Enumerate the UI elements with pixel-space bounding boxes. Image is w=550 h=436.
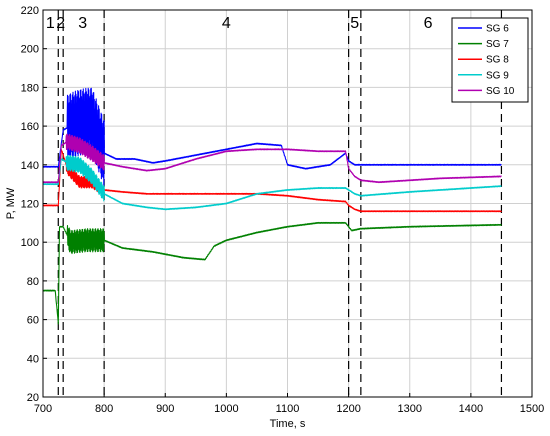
phase-label: 6 <box>424 15 433 32</box>
legend: SG 6 SG 7 SG 8 SG 9 SG 10 <box>451 17 529 103</box>
legend-entry: SG 8 <box>486 55 509 66</box>
x-tick-label: 1200 <box>336 403 360 415</box>
x-tick-label: 1000 <box>214 403 238 415</box>
y-tick-label: 100 <box>21 237 39 249</box>
x-tick-label: 1500 <box>520 403 544 415</box>
legend-entry: SG 7 <box>486 39 509 50</box>
series-line-sg9 <box>42 154 502 211</box>
x-tick-label: 800 <box>95 403 113 415</box>
x-tick-label: 900 <box>156 403 174 415</box>
grid <box>42 9 533 398</box>
series-line-sg8 <box>42 148 502 213</box>
x-tick-label: 1100 <box>276 403 300 415</box>
y-tick-label: 220 <box>21 5 39 17</box>
x-tick-label: 700 <box>34 403 52 415</box>
series-line-sg6 <box>42 87 502 186</box>
y-tick-label: 20 <box>27 392 39 404</box>
legend-box <box>451 17 529 103</box>
x-axis-label: Time, s <box>270 418 306 430</box>
y-tick-label: 60 <box>27 315 39 327</box>
y-axis-ticks: 20 40 60 80 100 120 140 160 180 200 220 <box>21 5 47 404</box>
y-tick-label: 120 <box>21 199 39 211</box>
y-tick-label: 40 <box>27 353 39 365</box>
y-axis-label: P, MW <box>5 187 17 219</box>
legend-entry: SG 9 <box>486 70 509 81</box>
x-tick-label: 1400 <box>459 403 483 415</box>
y-tick-label: 180 <box>21 82 39 94</box>
phase-label: 5 <box>350 15 359 32</box>
y-tick-label: 200 <box>21 44 39 56</box>
phase-label: 1 <box>46 15 55 32</box>
series-lines <box>42 87 502 325</box>
phase-label: 2 <box>56 15 65 32</box>
series-line-sg10 <box>42 133 502 184</box>
legend-entry: SG 6 <box>486 24 509 35</box>
phase-label: 3 <box>78 15 87 32</box>
series-line-sg7 <box>42 221 502 325</box>
x-axis-ticks: 700 800 900 1000 1100 1200 1300 1400 1500 <box>34 393 544 415</box>
phase-label: 4 <box>222 15 231 32</box>
x-tick-label: 1300 <box>398 403 422 415</box>
y-tick-label: 80 <box>27 276 39 288</box>
legend-entry: SG 10 <box>486 86 515 97</box>
y-tick-label: 140 <box>21 160 39 172</box>
y-tick-label: 160 <box>21 121 39 133</box>
